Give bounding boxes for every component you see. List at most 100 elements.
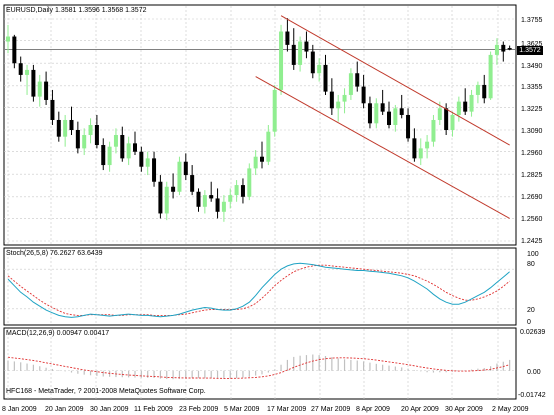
date-axis-label: 8 Apr 2009 [356, 406, 390, 413]
candle-body [171, 186, 176, 192]
candle-body [139, 151, 144, 167]
stoch-panel-frame[interactable] [3, 247, 517, 326]
channel-line-upper [280, 15, 510, 146]
candle-body [342, 94, 347, 102]
candle-body [450, 114, 455, 130]
macd-signal-series [7, 356, 510, 379]
candle-body [177, 161, 182, 192]
macd-signal-line [7, 356, 510, 379]
candle-body [247, 168, 252, 197]
candle-body [94, 124, 99, 146]
candle-body [374, 103, 379, 124]
candle-body [101, 145, 106, 166]
candle-body [152, 158, 157, 182]
current-price-label: 1.3572 [517, 46, 543, 55]
candle-body [488, 54, 493, 99]
stoch-axis-label: 0 [527, 319, 531, 326]
stoch-axis-label: 80 [527, 261, 535, 268]
candle-body [75, 130, 80, 149]
date-axis-label: 17 Mar 2009 [267, 406, 306, 413]
date-axis-label: 20 Jan 2009 [45, 406, 84, 413]
candle-body [202, 195, 207, 207]
candle-body [418, 148, 423, 159]
date-axis-label: 23 Feb 2009 [179, 406, 218, 413]
candle-body [399, 108, 404, 115]
price-axis-label: 1.3490 [521, 63, 543, 70]
price-channel[interactable] [255, 15, 510, 219]
candle-body [63, 119, 68, 137]
price-axis-label: 1.2825 [521, 172, 543, 179]
candle-body [323, 64, 328, 92]
candle-body [329, 91, 334, 109]
candle-body [196, 191, 201, 207]
candle-body [215, 198, 220, 212]
candle-body [494, 44, 499, 55]
candle-body [234, 185, 239, 196]
price-axis-label: 1.3090 [521, 128, 543, 135]
candle-body [228, 195, 233, 202]
candle-body [482, 84, 487, 99]
stoch-series [7, 262, 510, 318]
candle-body [260, 156, 264, 162]
candle-body [298, 41, 303, 65]
platform-label: HFC168 - MetaTrader, ? 2001-2008 MetaQuo… [6, 388, 206, 395]
date-axis-label: 8 Jan 2009 [2, 406, 37, 413]
candle-body [507, 48, 512, 50]
candle-body [431, 119, 436, 142]
candle-body [355, 73, 360, 87]
date-axis-label: 30 Apr 2009 [445, 406, 483, 413]
price-axis: 1.3755 1.3625 1.3490 1.3355 1.3225 1.309… [521, 17, 543, 245]
candle-body [88, 124, 93, 136]
date-axis-label: 5 Mar 2009 [224, 406, 260, 413]
candle-body [183, 161, 188, 176]
candle-body [221, 201, 226, 212]
candle-body [501, 44, 506, 52]
macd-axis: 0.02639 0.00 -0.01742 [518, 329, 546, 399]
price-axis-label: 1.2690 [521, 194, 543, 201]
candle-body [240, 185, 245, 197]
macd-histogram [7, 354, 511, 380]
candle-body [361, 86, 366, 104]
candle-body [56, 119, 61, 137]
candle-body [126, 143, 131, 159]
candle-body [285, 31, 290, 45]
candle-body [190, 175, 195, 192]
stoch-header: Stoch(26,5,8) 76.2627 63.6439 [6, 250, 103, 257]
macd-panel-frame[interactable] [3, 327, 517, 400]
candle-body [279, 31, 284, 90]
price-axis-label: 1.3225 [521, 106, 543, 113]
candle-body [82, 135, 87, 149]
candle-body [387, 111, 391, 125]
main-panel-frame[interactable] [3, 4, 517, 246]
candle-body [469, 94, 474, 112]
price-axis-label: 1.3755 [521, 17, 543, 24]
candle-body [120, 135, 125, 159]
candle-body [304, 41, 309, 52]
candle-body [456, 101, 461, 115]
candle-body [37, 81, 42, 97]
price-axis-label: 1.3625 [521, 41, 543, 48]
candle-body [393, 108, 398, 125]
candle-body [158, 181, 163, 214]
candlestick-series [6, 18, 512, 222]
candle-body [12, 36, 17, 64]
candle-body [25, 69, 30, 75]
candle-body [209, 195, 214, 199]
macd-header: MACD(12,26,9) 0.00947 0.00417 [6, 330, 110, 337]
candle-body [272, 89, 277, 132]
date-axis-label: 20 Apr 2009 [401, 406, 439, 413]
candle-body [380, 103, 385, 112]
candle-body [367, 103, 372, 124]
date-axis: 8 Jan 2009 20 Jan 2009 30 Jan 2009 11 Fe… [2, 406, 529, 413]
candle-body [475, 84, 480, 95]
stoch-grid [4, 249, 516, 325]
candle-body [310, 51, 315, 74]
price-axis-label: 1.2560 [521, 216, 543, 223]
price-axis-label: 1.3355 [521, 84, 543, 91]
candle-body [164, 186, 169, 214]
macd-axis-label: 0.00 [527, 369, 541, 376]
candle-body [348, 73, 353, 95]
candle-body [444, 108, 449, 130]
candle-body [133, 143, 137, 152]
